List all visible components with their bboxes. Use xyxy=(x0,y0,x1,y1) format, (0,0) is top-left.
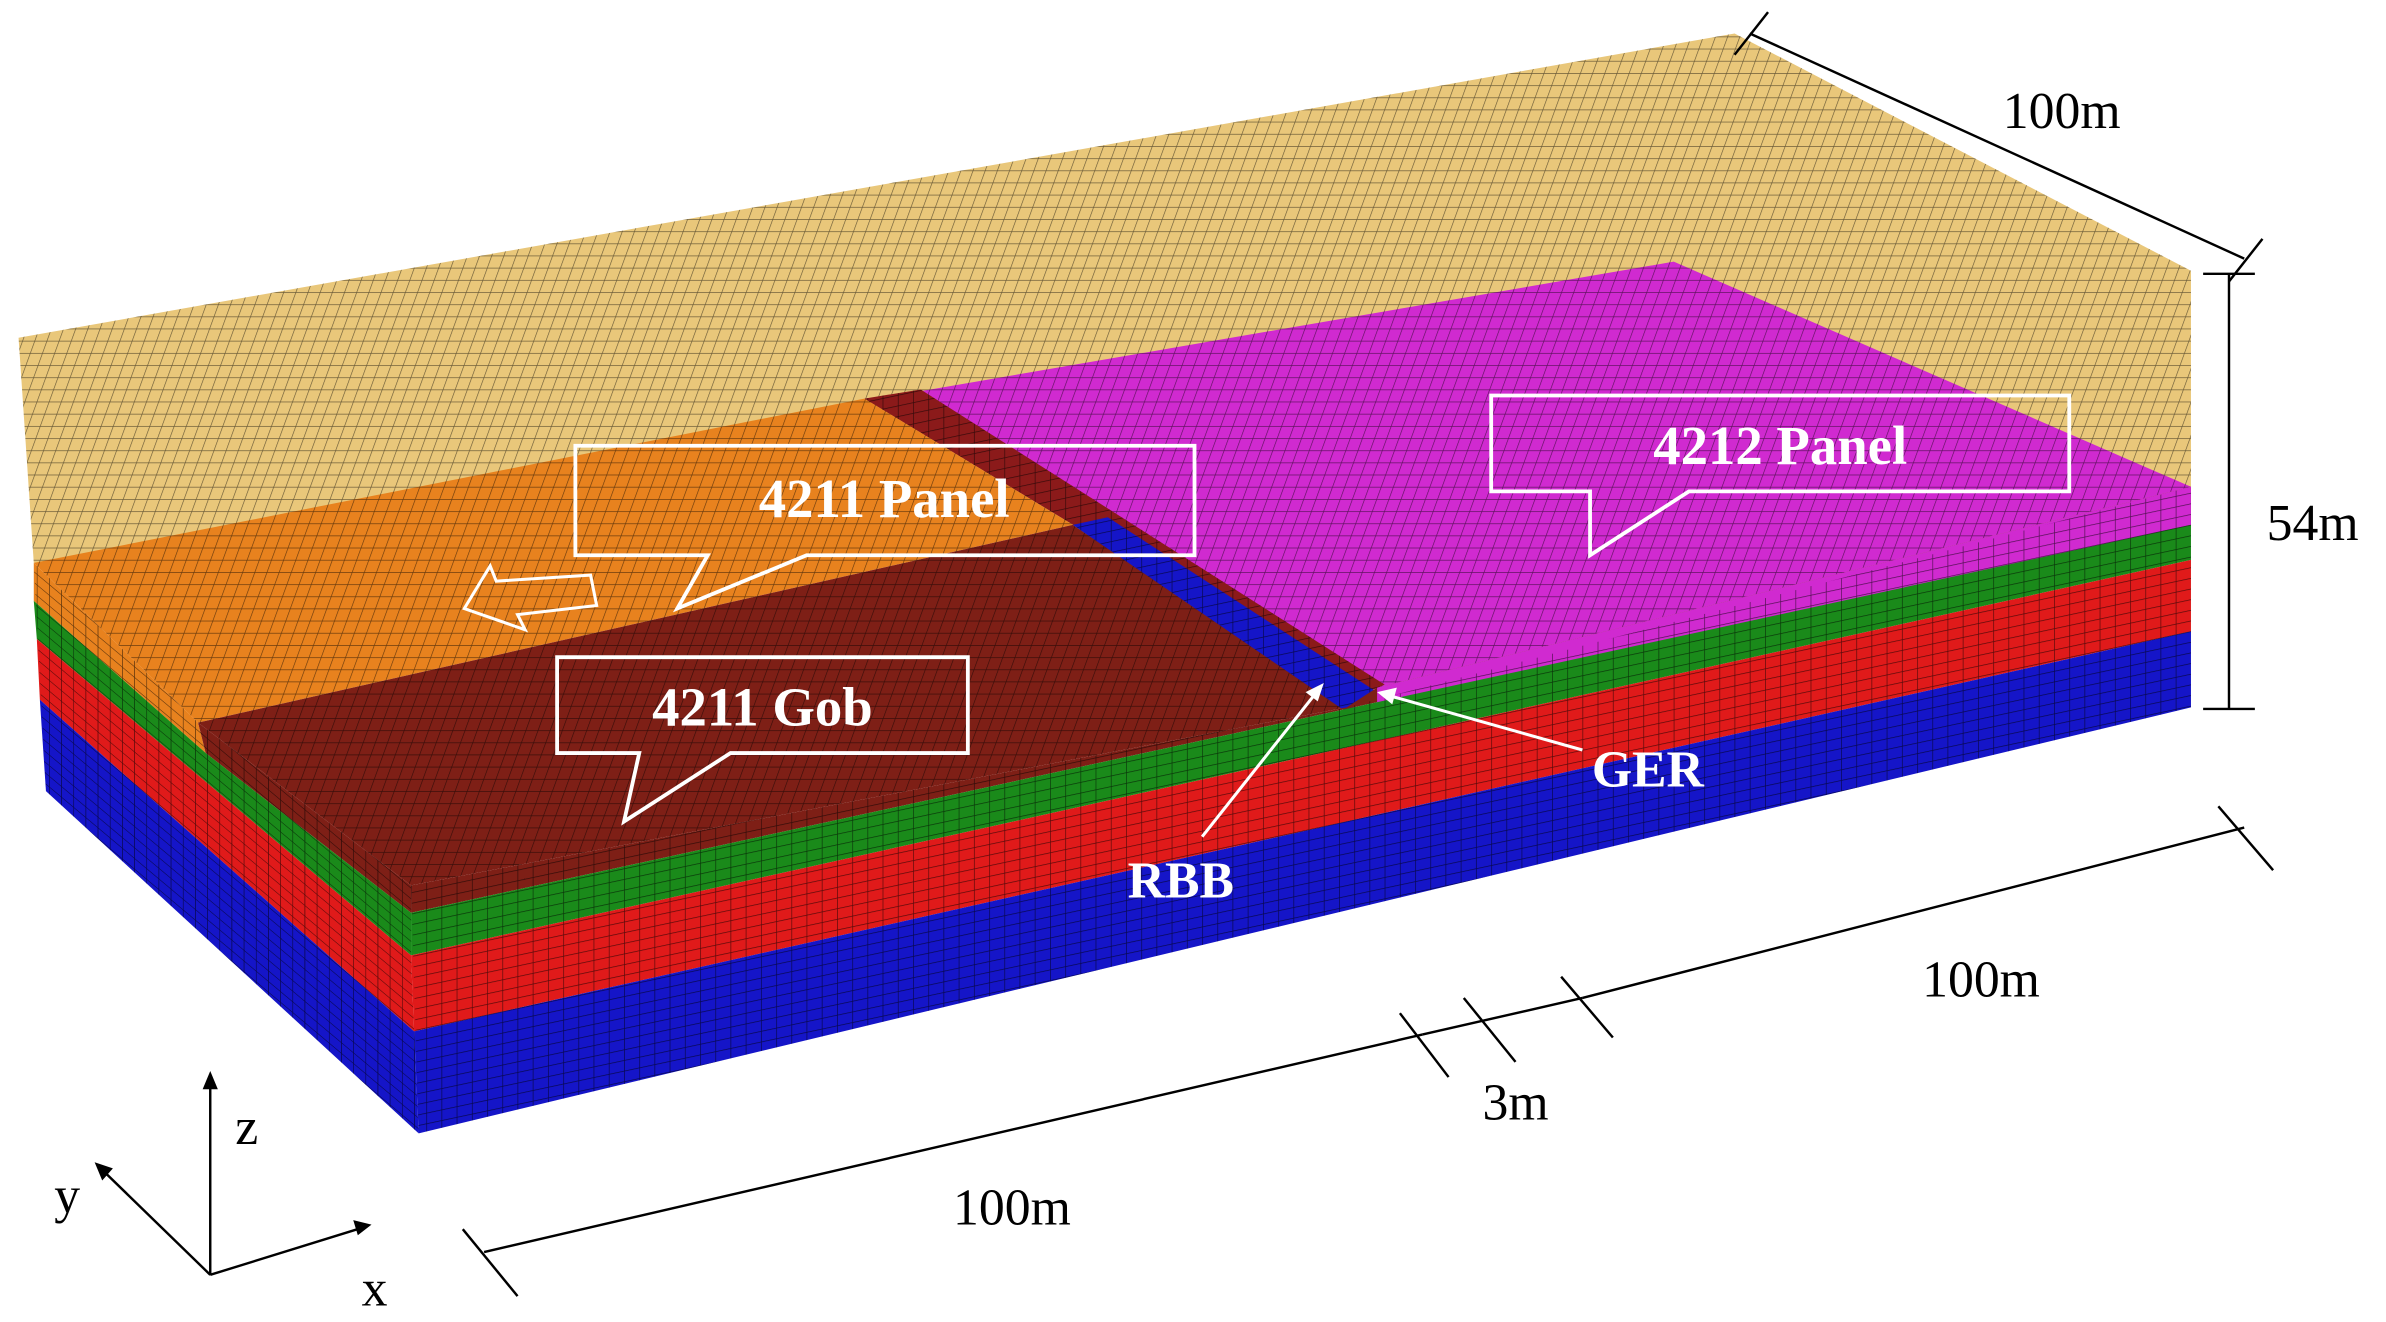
dimension-tick xyxy=(2228,238,2264,283)
roadway-mesh xyxy=(1072,517,1378,712)
mining-direction-arrow xyxy=(462,562,599,633)
axis-label: y xyxy=(54,1167,80,1224)
marker-label: RBB xyxy=(1128,853,1234,910)
mesh-model xyxy=(18,33,2191,1134)
dimension-tick xyxy=(1462,997,1517,1063)
dimension-tick xyxy=(2217,805,2275,871)
side-mesh xyxy=(33,562,419,1134)
dimension-line xyxy=(483,1033,1423,1254)
callouts: 4211 Panel 4212 Panel 4211 Gob xyxy=(462,393,2072,826)
dimension-line xyxy=(1582,826,2245,1000)
dimension-tick xyxy=(1560,975,1614,1039)
dimension-tick xyxy=(1398,1012,1450,1078)
dimension-label: 100m xyxy=(953,1180,1071,1237)
callout-label: 4212 Panel xyxy=(1653,415,1907,476)
axis-line xyxy=(99,1167,212,1276)
callout-label: 4211 Gob xyxy=(652,677,873,738)
callout-label: 4211 Panel xyxy=(759,468,1010,529)
pointer-head xyxy=(1377,687,1397,705)
gob-mesh xyxy=(198,524,1347,886)
callout-box xyxy=(573,443,1197,613)
dimension-tick xyxy=(1733,11,1770,56)
axes-triad: z y x xyxy=(54,1070,388,1317)
pointer-line xyxy=(1387,693,1583,752)
axis-label: z xyxy=(235,1099,258,1156)
callout-box xyxy=(1489,393,2072,559)
dimension-label: 3m xyxy=(1482,1075,1548,1132)
dimensions: 100m 54m 100m 3m 100m xyxy=(461,11,2359,1297)
dimension-label: 100m xyxy=(2003,83,2121,140)
dimension-label: 100m xyxy=(1922,951,2040,1008)
axis-head xyxy=(353,1220,372,1236)
panel-4211-mesh xyxy=(33,398,1073,723)
marker-label: GER xyxy=(1592,742,1705,799)
axis-line xyxy=(209,1226,363,1277)
front-mesh xyxy=(411,486,2191,1134)
panel-4212-mesh xyxy=(913,261,2191,688)
axis-label: x xyxy=(362,1260,388,1317)
pointer-head xyxy=(1305,683,1324,702)
markers: RBB GER xyxy=(1128,683,1705,910)
axis-head xyxy=(202,1070,218,1090)
dimension-line xyxy=(1422,996,1583,1036)
dimension-line xyxy=(1749,32,2245,260)
callout-box xyxy=(555,655,970,826)
dimension-label: 54m xyxy=(2267,495,2359,552)
dimension-tick xyxy=(461,1228,519,1297)
pointer-line xyxy=(1200,689,1319,838)
